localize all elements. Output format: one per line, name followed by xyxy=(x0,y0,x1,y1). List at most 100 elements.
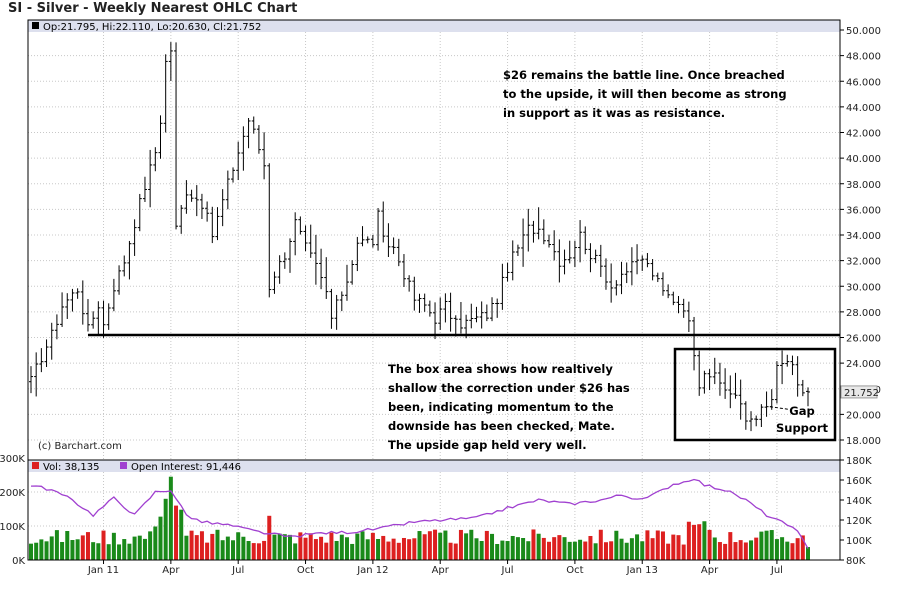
annotation-line: Support xyxy=(776,421,829,435)
volume-bar xyxy=(422,534,427,560)
oi-tick-label: 80K xyxy=(846,556,866,567)
volume-bar xyxy=(448,542,453,560)
volume-bar xyxy=(629,538,634,560)
volume-bar xyxy=(562,537,567,560)
volume-bar xyxy=(401,537,406,560)
volume-bar xyxy=(158,516,163,560)
volume-bar xyxy=(552,537,557,560)
volume-bar xyxy=(91,542,96,560)
volume-bar xyxy=(163,498,168,560)
volume-bar xyxy=(598,529,603,560)
price-tick-label: 20.000 xyxy=(846,410,881,421)
volume-bar xyxy=(609,541,614,560)
volume-bar xyxy=(536,533,541,560)
volume-bar xyxy=(29,543,33,560)
volume-bar xyxy=(785,541,790,560)
date-tick-label: Apr xyxy=(701,565,719,576)
volume-bar xyxy=(510,535,515,560)
volume-bar xyxy=(298,532,303,560)
volume-bar xyxy=(583,541,588,560)
price-tick-label: 18.000 xyxy=(846,436,881,447)
annotation-middle: The box area shows how realtively shallow… xyxy=(388,362,630,452)
volume-bar xyxy=(127,543,132,560)
ohlc-bars xyxy=(29,42,810,432)
annotation-line: Gap xyxy=(789,404,814,418)
volume-bar xyxy=(137,535,142,560)
volume-bar xyxy=(168,476,173,560)
volume-bar xyxy=(666,543,671,560)
oi-tick-label: 120K xyxy=(846,516,872,527)
price-tick-label: 24.000 xyxy=(846,359,881,370)
volume-bar xyxy=(443,530,448,560)
volume-bar xyxy=(241,536,246,560)
volume-bar xyxy=(65,531,70,560)
volume-bar xyxy=(251,543,256,560)
volume-bar xyxy=(319,536,324,560)
volume-bar xyxy=(334,540,339,560)
volume-bar xyxy=(712,537,717,560)
volume-bar xyxy=(376,539,381,560)
watermark: (c) Barchart.com xyxy=(38,441,122,452)
volume-bar xyxy=(272,534,277,560)
price-tick-label: 40.000 xyxy=(846,154,881,165)
volume-bar xyxy=(490,533,495,560)
volume-bar xyxy=(199,531,204,560)
volume-bar xyxy=(635,534,640,560)
volume-bar xyxy=(313,539,318,560)
volume-bar xyxy=(417,531,422,560)
volume-bar xyxy=(547,541,551,560)
volume-bar xyxy=(365,539,370,560)
volume-bar xyxy=(806,547,810,560)
volume-bar xyxy=(526,541,531,560)
volume-bar xyxy=(220,540,225,560)
volume-bar xyxy=(795,538,800,560)
volume-bar xyxy=(381,535,386,560)
volume-bar xyxy=(717,542,722,560)
volume-bar xyxy=(412,538,417,560)
volume-bar xyxy=(101,530,106,560)
volume-bar xyxy=(194,535,199,560)
volume-bar xyxy=(593,543,598,560)
price-y-axis: 18.00020.00022.00024.00026.00028.00030.0… xyxy=(840,26,881,447)
volume-bar xyxy=(484,530,489,560)
volume-bar xyxy=(80,535,85,560)
volume-bar xyxy=(521,538,526,560)
volume-bar xyxy=(505,541,510,560)
vol-legend-text: Vol: 38,135 xyxy=(43,462,100,473)
volume-bar xyxy=(370,532,375,560)
price-legend-bar xyxy=(28,20,840,32)
annotation-line: The upside gap held very well. xyxy=(388,438,587,452)
price-tick-label: 36.000 xyxy=(846,205,881,216)
volume-bar xyxy=(790,543,795,560)
price-tick-label: 48.000 xyxy=(846,52,881,63)
volume-bar xyxy=(500,540,505,560)
volume-bar xyxy=(479,540,484,560)
volume-bar xyxy=(189,530,194,560)
volume-bar xyxy=(567,541,572,560)
price-tick-label: 32.000 xyxy=(846,257,881,268)
volume-bar xyxy=(495,543,500,560)
open-interest-y-axis: 80K 100K 120K 140K 160K 180K xyxy=(840,456,872,567)
last-close-label-box xyxy=(840,385,878,399)
volume-bar xyxy=(39,539,44,560)
volume-bar xyxy=(578,539,583,560)
date-tick-label: Oct xyxy=(297,565,314,576)
volume-bar xyxy=(774,539,779,560)
date-tick-label: Jul xyxy=(501,565,514,576)
price-tick-label: 50.000 xyxy=(846,26,881,37)
volume-bar xyxy=(614,530,619,560)
volume-bar xyxy=(743,542,748,560)
annotation-line: been, indicating momentum to the xyxy=(388,400,614,414)
volume-bar xyxy=(671,534,676,560)
volume-bar xyxy=(246,540,251,560)
oi-legend-swatch xyxy=(120,462,127,469)
volume-bar xyxy=(85,532,90,560)
oi-tick-label: 140K xyxy=(846,496,872,507)
annotation-line: to the upside, it will then become as st… xyxy=(503,87,787,101)
oi-tick-label: 160K xyxy=(846,476,872,487)
volume-bar xyxy=(75,539,80,560)
volume-bar xyxy=(360,531,365,560)
volume-bar xyxy=(386,541,391,560)
date-tick-label: Oct xyxy=(566,565,583,576)
